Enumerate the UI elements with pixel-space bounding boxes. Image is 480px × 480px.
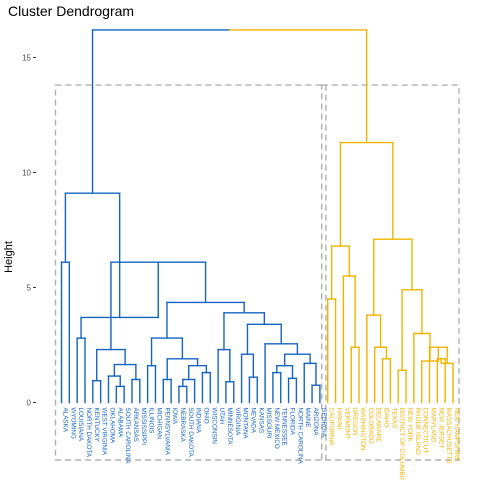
chart-title: Cluster Dendrogram xyxy=(8,3,134,19)
leaf-label: LOUISIANA xyxy=(77,408,84,442)
leaf-label: NEW HAMPSHIRE xyxy=(453,408,460,462)
y-axis: 0 5 10 15 xyxy=(22,54,36,408)
leaf-label: NEW YORK xyxy=(406,408,413,443)
y-tick-label: 5 xyxy=(27,284,32,293)
leaf-label: NORTH CAROLINA xyxy=(296,408,303,465)
leaf-label: KENTUCKY xyxy=(93,408,100,443)
leaf-label: MICHIGAN xyxy=(155,408,162,440)
leaf-label: SOUTH CAROLINA xyxy=(124,408,131,465)
leaf-label: NEW JERSEY xyxy=(437,408,444,450)
leaf-label: ALABAMA xyxy=(116,408,123,439)
leaf-label: FLORIDA xyxy=(289,408,296,436)
leaf-label: NEBRASKA xyxy=(179,408,186,443)
leaf-label: ARKANSAS xyxy=(132,408,139,442)
y-tick-label: 10 xyxy=(22,169,31,178)
leaf-label: WYOMING xyxy=(69,408,76,440)
leaf-label: WEST VIRGINIA xyxy=(101,408,108,456)
cluster-box-2 xyxy=(321,84,460,461)
leaf-label: ALASKA xyxy=(62,408,69,433)
leaf-label: MISSOURI xyxy=(265,408,272,439)
dendrogram-links xyxy=(60,29,454,404)
leaf-label: MINNESOTA xyxy=(226,408,233,446)
leaf-label: IOWA xyxy=(171,408,178,425)
leaf-label: OKLAHOMA xyxy=(108,408,115,444)
leaf-label: UTAH xyxy=(218,408,225,425)
leaf-label: ARIZONA xyxy=(312,408,319,437)
leaf-label: MAINE xyxy=(304,408,311,428)
leaf-label: RHODE ISLAND xyxy=(414,408,421,456)
leaf-label: COLORADO xyxy=(367,408,374,444)
leaf-label: GEORGIA xyxy=(320,408,327,438)
leaf-label: ILLINOIS xyxy=(148,408,155,434)
y-tick-label: 15 xyxy=(22,54,31,63)
y-tick-label: 0 xyxy=(27,399,32,408)
leaf-label: WASHINGTON xyxy=(359,408,366,451)
leaf-label: INDIANA xyxy=(195,408,202,434)
leaf-label: KANSAS xyxy=(257,408,264,434)
leaf-label: WISCONSIN xyxy=(210,408,217,445)
y-axis-label: Height xyxy=(3,241,15,273)
leaf-label: NEVADA xyxy=(249,408,256,434)
leaf-label: NORTH DAKOTA xyxy=(85,408,92,458)
leaf-label: TEXAS xyxy=(390,408,397,429)
leaf-label: IDAHO xyxy=(383,408,390,428)
leaf-label: SOUTH DAKOTA xyxy=(187,408,194,458)
leaf-label: DELAWARE xyxy=(375,408,382,443)
cluster-box-1 xyxy=(54,84,327,461)
leaf-label: TENNESSEE xyxy=(281,408,288,446)
leaf-labels: ALASKA WYOMING LOUISIANA NORTH DAKOTA KENTUC… xyxy=(62,408,461,480)
leaf-label: NEW MEXICO xyxy=(273,408,280,449)
leaf-label: VIRGINIA xyxy=(234,408,241,436)
leaf-label: MARYLAND xyxy=(430,408,437,443)
leaf-label: OREGON xyxy=(351,408,358,436)
leaf-label: MONTANA xyxy=(242,408,249,440)
leaf-label: CONNECTICUT xyxy=(422,408,429,454)
leaf-label: DISTRICT OF COLUMBIA xyxy=(398,408,405,480)
leaf-label: PENNSYLVANIA xyxy=(163,408,170,456)
leaf-label: MASSACHUSETTS xyxy=(445,408,452,464)
leaf-label: HAWAII xyxy=(336,408,343,430)
leaf-label: CALIFORNIA xyxy=(328,408,335,447)
leaf-label: MISSISSIPPI xyxy=(140,408,147,446)
leaf-label: VERMONT xyxy=(343,408,350,440)
cluster-boxes xyxy=(54,84,460,461)
leaf-label: OHIO xyxy=(202,408,209,424)
